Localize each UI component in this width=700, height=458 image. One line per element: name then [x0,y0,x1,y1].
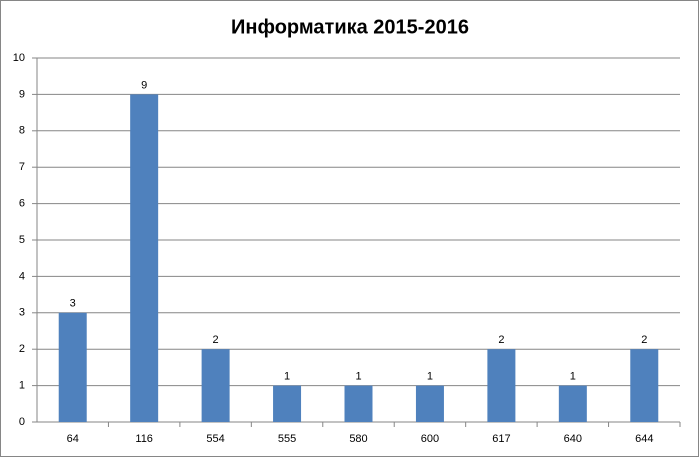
x-tick-label: 555 [278,433,296,445]
data-label: 3 [70,298,76,310]
bar [487,349,516,422]
x-tick-label: 617 [492,433,510,445]
bar [273,385,302,422]
data-label: 2 [213,334,219,346]
y-tick-label: 7 [19,161,25,173]
data-label: 1 [427,371,433,383]
x-tick-label: 640 [564,433,582,445]
bar [415,385,444,422]
bar [130,94,159,423]
x-tick-label: 644 [635,433,653,445]
data-label: 9 [141,79,147,91]
y-tick-label: 2 [19,343,25,355]
bar [201,349,230,422]
y-tick-label: 9 [19,88,25,100]
x-tick-label: 64 [67,433,79,445]
data-label: 1 [355,371,361,383]
y-tick-label: 10 [13,52,25,64]
bar [558,385,587,422]
y-tick-label: 0 [19,416,25,428]
x-tick-label: 580 [349,433,367,445]
y-tick-label: 5 [19,234,25,246]
data-label: 2 [641,334,647,346]
y-tick-label: 4 [19,270,25,282]
bar [344,385,373,422]
data-label: 1 [570,371,576,383]
x-tick-label: 554 [206,433,224,445]
y-tick-label: 8 [19,125,25,137]
data-label: 2 [498,334,504,346]
y-tick-label: 6 [19,198,25,210]
bar [630,349,659,422]
chart-title: Информатика 2015-2016 [231,16,469,38]
x-tick-label: 600 [421,433,439,445]
y-tick-label: 1 [19,380,25,392]
bar [58,312,87,422]
y-tick-label: 3 [19,307,25,319]
x-tick-label: 116 [135,433,153,445]
data-label: 1 [284,371,290,383]
